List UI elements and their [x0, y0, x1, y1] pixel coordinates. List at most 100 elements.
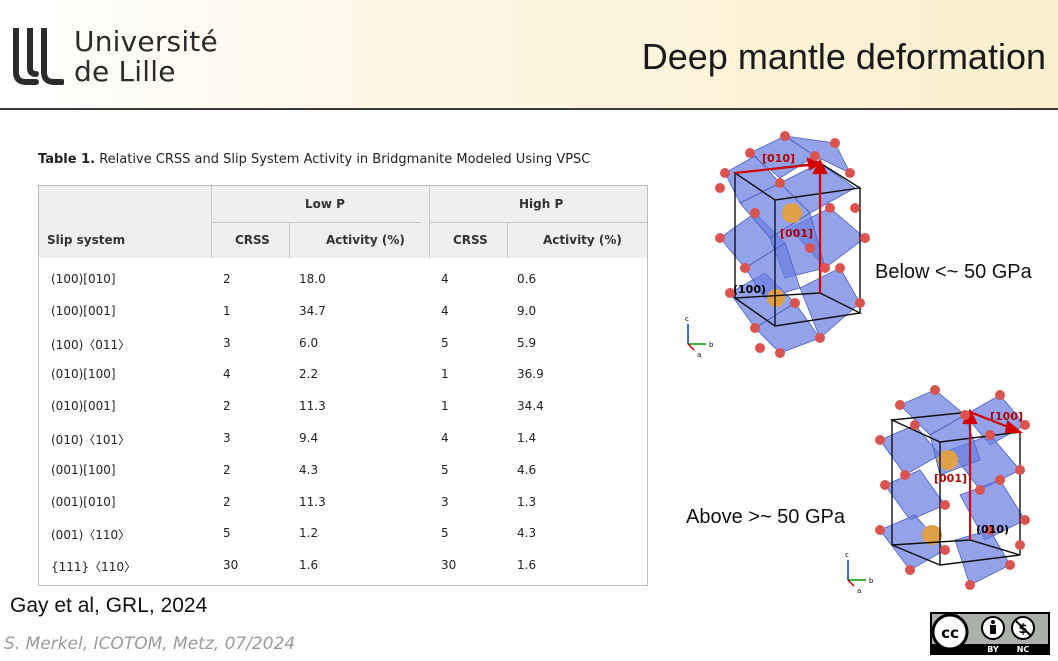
- cell-slip-system: (001)[010]: [51, 494, 116, 509]
- header-high-crss: CRSS: [453, 233, 488, 247]
- crystal-structure-low-pressure: [010] [001] (100) c b a: [685, 131, 870, 359]
- direction-label-001-top: [001]: [780, 227, 813, 240]
- table-row: (100)[010] 2 18.0 4 0.6: [39, 263, 647, 295]
- slide-header: [0, 0, 1058, 110]
- cell-high-activity: 34.4: [517, 399, 544, 414]
- table-caption: Table 1. Relative CRSS and Slip System A…: [38, 152, 590, 167]
- logo-line-1: Université: [74, 25, 218, 58]
- cell-low-activity: 9.4: [299, 431, 319, 445]
- cell-high-activity: 4.6: [517, 462, 537, 477]
- cell-low-activity: 11.3: [299, 494, 326, 509]
- cell-low-activity: 4.3: [299, 462, 319, 477]
- slide-title: Deep mantle deformation: [641, 36, 1046, 77]
- header-high-activity: Activity (%): [543, 233, 622, 247]
- table-row: (001)[010] 2 11.3 3 1.3: [39, 486, 647, 518]
- svg-text:$: $: [1018, 622, 1027, 637]
- header-group-high-p: High P: [519, 197, 564, 211]
- logo-line-2: de Lille: [74, 55, 176, 88]
- cell-low-crss: 2: [223, 494, 231, 509]
- license-nc-label: NC: [1017, 645, 1030, 654]
- header-low-activity: Activity (%): [326, 233, 405, 247]
- cell-slip-system: (001)[100]: [51, 462, 116, 477]
- axes-icon-bottom: c b a: [845, 551, 874, 595]
- table-caption-text: Relative CRSS and Slip System Activity i…: [99, 152, 591, 167]
- cell-low-activity: 1.2: [299, 526, 319, 541]
- university-name: Université de Lille: [74, 27, 218, 87]
- cell-high-crss: 4: [441, 303, 449, 318]
- table-row: (010)[001] 2 11.3 1 34.4: [39, 390, 647, 422]
- axis-label-c: c: [685, 315, 689, 323]
- cell-slip-system: (010)[100]: [51, 367, 116, 382]
- table-caption-label: Table 1.: [38, 152, 96, 167]
- cell-high-crss: 1: [441, 367, 449, 382]
- high-pressure-caption: Above >~ 50 GPa: [686, 506, 846, 528]
- direction-label-010: [010]: [762, 152, 795, 165]
- header-divider-3: [289, 222, 290, 258]
- cell-high-activity: 9.0: [517, 303, 537, 318]
- cell-slip-system: (001)〈110〉: [51, 528, 131, 543]
- axes-icon-top: c b a: [685, 315, 714, 359]
- cell-high-crss: 4: [441, 431, 449, 445]
- header-divider: [0, 108, 1058, 110]
- cell-low-activity: 34.7: [299, 303, 326, 318]
- footer-author: S. Merkel, ICOTOM, Metz, 07/2024: [4, 634, 296, 654]
- cell-high-crss: 5: [441, 335, 449, 350]
- cell-high-crss: 5: [441, 526, 449, 541]
- table-row: (010)〈101〉 3 9.4 4 1.4: [39, 422, 647, 454]
- table-row: (100)〈011〉 3 6.0 5 5.9: [39, 327, 647, 359]
- cell-low-activity: 6.0: [299, 335, 319, 350]
- header-divider-4: [507, 222, 508, 258]
- university-logo-icon: [13, 28, 64, 85]
- table-header: Low P High P Slip system CRSS Activity (…: [39, 186, 647, 258]
- cell-high-crss: 5: [441, 462, 449, 477]
- cell-low-crss: 4: [223, 367, 231, 382]
- cell-low-activity: 1.6: [299, 558, 319, 573]
- plane-label-010: (010): [976, 523, 1009, 536]
- axis-label-a: a: [697, 351, 701, 359]
- table-row: {111}〈110〉 30 1.6 30 1.6: [39, 549, 647, 581]
- cell-low-activity: 11.3: [299, 399, 326, 414]
- header-group-low-p: Low P: [305, 197, 345, 211]
- cc-label: cc: [941, 624, 959, 642]
- cell-high-crss: 4: [441, 272, 449, 286]
- cell-high-crss: 1: [441, 399, 449, 414]
- axis-label-a-bottom: a: [857, 587, 861, 595]
- cc-by-nc-license-icon[interactable]: cc $ BY NC: [930, 612, 1050, 655]
- cell-low-crss: 2: [223, 462, 231, 477]
- cell-high-activity: 5.9: [517, 335, 537, 350]
- header-divider-1: [211, 186, 212, 258]
- cell-high-activity: 36.9: [517, 367, 544, 382]
- cell-slip-system: (100)〈011〉: [51, 337, 131, 352]
- cell-high-crss: 30: [441, 558, 457, 573]
- axis-label-c-bottom: c: [845, 551, 849, 559]
- header-slip-system: Slip system: [47, 233, 126, 247]
- header-divider-2: [429, 186, 430, 258]
- axis-label-b: b: [709, 341, 714, 349]
- citation: Gay et al, GRL, 2024: [10, 594, 208, 617]
- low-pressure-caption: Below <~ 50 GPa: [875, 261, 1032, 283]
- cell-low-crss: 30: [223, 558, 239, 573]
- cell-low-crss: 5: [223, 526, 231, 541]
- cell-slip-system: (100)[001]: [51, 303, 116, 318]
- cell-low-crss: 2: [223, 399, 231, 414]
- cell-slip-system: (100)[010]: [51, 272, 116, 286]
- crystal-structure-high-pressure: [100] [001] (010) c b a: [845, 385, 1030, 595]
- table-row: (001)〈110〉 5 1.2 5 4.3: [39, 517, 647, 549]
- cell-low-activity: 18.0: [299, 272, 326, 286]
- cell-low-crss: 3: [223, 335, 231, 350]
- cell-high-activity: 1.4: [517, 431, 537, 445]
- cell-slip-system: (010)〈101〉: [51, 433, 131, 447]
- cell-high-activity: 1.6: [517, 558, 537, 573]
- group-underline-high: [429, 222, 647, 223]
- cell-high-activity: 0.6: [517, 272, 537, 286]
- header-low-crss: CRSS: [235, 233, 270, 247]
- table-row: (100)[001] 1 34.7 4 9.0: [39, 295, 647, 327]
- direction-label-001-bottom: [001]: [934, 472, 967, 485]
- cell-high-crss: 3: [441, 494, 449, 509]
- direction-label-100: [100]: [990, 410, 1023, 423]
- license-by-label: BY: [987, 645, 999, 654]
- plane-label-100: (100): [733, 283, 766, 296]
- cell-low-crss: 1: [223, 303, 231, 318]
- axis-label-b-bottom: b: [869, 577, 874, 585]
- cell-slip-system: {111}〈110〉: [51, 560, 137, 575]
